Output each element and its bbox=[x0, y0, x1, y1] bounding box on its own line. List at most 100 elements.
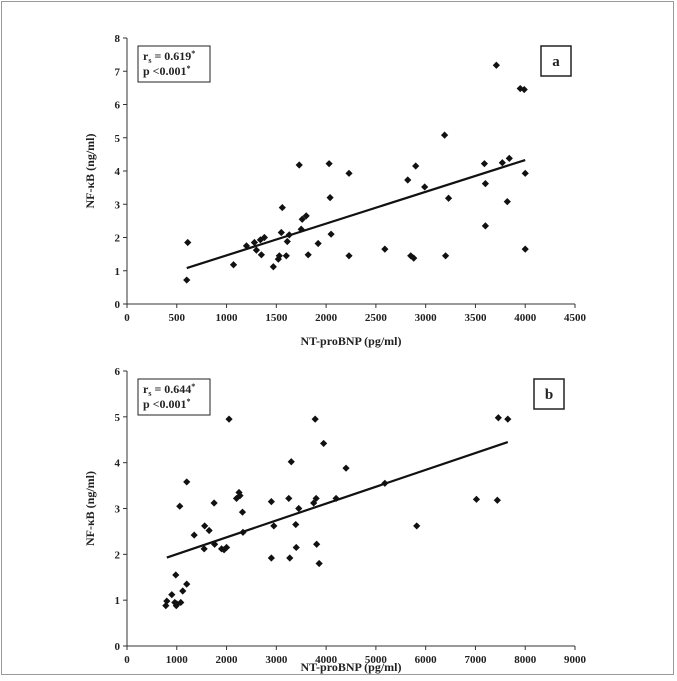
data-point bbox=[342, 464, 350, 472]
x-tick-label: 2000 bbox=[315, 312, 338, 324]
data-point bbox=[297, 225, 305, 233]
y-tick-label: 2 bbox=[115, 549, 121, 561]
data-point bbox=[252, 246, 261, 254]
y-tick-label: 8 bbox=[115, 33, 121, 45]
data-point bbox=[292, 543, 300, 552]
data-point bbox=[183, 580, 191, 588]
x-tick-label: 4000 bbox=[514, 312, 537, 324]
data-point bbox=[345, 169, 353, 177]
y-tick-label: 2 bbox=[115, 233, 121, 245]
data-point bbox=[286, 554, 294, 562]
data-point bbox=[278, 203, 286, 212]
data-point bbox=[413, 522, 421, 530]
data-point bbox=[314, 239, 322, 248]
data-point bbox=[504, 415, 512, 423]
x-tick-label: 4000 bbox=[315, 654, 338, 666]
data-point bbox=[285, 494, 293, 503]
data-point bbox=[256, 236, 265, 244]
p-value-label: p <0.001* bbox=[143, 64, 191, 78]
data-point bbox=[503, 197, 511, 206]
y-tick-label: 5 bbox=[115, 133, 121, 145]
data-point bbox=[285, 231, 293, 239]
data-point bbox=[410, 254, 418, 262]
data-point bbox=[183, 276, 191, 284]
data-point bbox=[179, 587, 187, 595]
correlation-label: rs = 0.644* bbox=[143, 382, 195, 398]
data-point bbox=[494, 414, 502, 422]
data-point bbox=[381, 245, 389, 253]
data-point bbox=[190, 531, 198, 539]
y-tick-label: 3 bbox=[115, 199, 121, 211]
data-point bbox=[498, 159, 506, 167]
data-point bbox=[277, 228, 285, 237]
x-tick-label: 0 bbox=[124, 654, 130, 666]
x-tick-label: 7000 bbox=[464, 654, 487, 666]
data-point bbox=[225, 415, 233, 423]
y-tick-label: 4 bbox=[115, 166, 121, 178]
data-point bbox=[304, 251, 312, 259]
data-point bbox=[312, 494, 320, 503]
x-axis-label: NT-proBNP (pg/ml) bbox=[300, 334, 401, 348]
data-point bbox=[521, 245, 529, 253]
x-tick-label: 5000 bbox=[365, 654, 388, 666]
data-point bbox=[313, 540, 321, 548]
data-point bbox=[172, 571, 180, 579]
data-point bbox=[481, 180, 489, 188]
y-tick-label: 6 bbox=[115, 100, 121, 112]
data-point bbox=[238, 508, 247, 516]
panel-letter-box bbox=[533, 378, 565, 410]
data-point bbox=[168, 591, 176, 599]
x-tick-label: 1500 bbox=[265, 312, 288, 324]
x-tick-label: 2000 bbox=[216, 654, 239, 666]
data-point bbox=[412, 162, 420, 170]
data-point bbox=[292, 520, 300, 529]
data-point bbox=[332, 494, 340, 503]
data-point bbox=[421, 183, 429, 191]
data-point bbox=[345, 252, 353, 260]
data-point bbox=[184, 238, 192, 247]
x-tick-label: 1000 bbox=[216, 312, 239, 324]
data-point bbox=[302, 212, 310, 220]
data-point bbox=[267, 554, 275, 562]
data-point bbox=[481, 222, 489, 230]
y-tick-label: 1 bbox=[115, 266, 121, 278]
x-tick-label: 3500 bbox=[464, 312, 487, 324]
x-tick-label: 0 bbox=[124, 312, 130, 324]
data-point bbox=[295, 161, 303, 169]
data-point bbox=[295, 504, 303, 513]
stats-box bbox=[137, 45, 211, 83]
data-point bbox=[298, 215, 306, 223]
y-axis-label: NF-κB (ng/ml) bbox=[83, 134, 97, 209]
y-tick-label: 7 bbox=[115, 66, 121, 78]
data-point bbox=[269, 263, 277, 271]
x-tick-label: 8000 bbox=[514, 654, 537, 666]
data-point bbox=[282, 252, 290, 260]
panel-letter: b bbox=[545, 387, 553, 403]
y-axis-label: NF-κB (ng/ml) bbox=[83, 471, 97, 546]
data-point bbox=[211, 540, 219, 548]
p-value-label: p <0.001* bbox=[143, 397, 191, 411]
data-point bbox=[275, 252, 283, 260]
data-point bbox=[200, 545, 208, 553]
data-point bbox=[270, 522, 278, 530]
panel-letter-box bbox=[540, 45, 572, 77]
data-point bbox=[274, 255, 282, 263]
data-point bbox=[315, 559, 323, 568]
data-point bbox=[520, 85, 528, 94]
data-point bbox=[222, 543, 231, 552]
data-point bbox=[311, 415, 319, 423]
trend-line bbox=[186, 158, 526, 270]
data-point bbox=[242, 242, 251, 250]
x-tick-label: 500 bbox=[169, 312, 186, 324]
data-point bbox=[444, 194, 453, 202]
data-point bbox=[260, 233, 268, 242]
data-point bbox=[239, 528, 247, 536]
data-point bbox=[176, 502, 184, 510]
y-tick-label: 5 bbox=[115, 412, 121, 424]
data-point bbox=[267, 498, 275, 506]
correlation-label: rs = 0.619* bbox=[143, 49, 195, 65]
stats-box bbox=[137, 378, 211, 416]
data-point bbox=[325, 160, 333, 168]
x-tick-label: 3000 bbox=[265, 654, 288, 666]
